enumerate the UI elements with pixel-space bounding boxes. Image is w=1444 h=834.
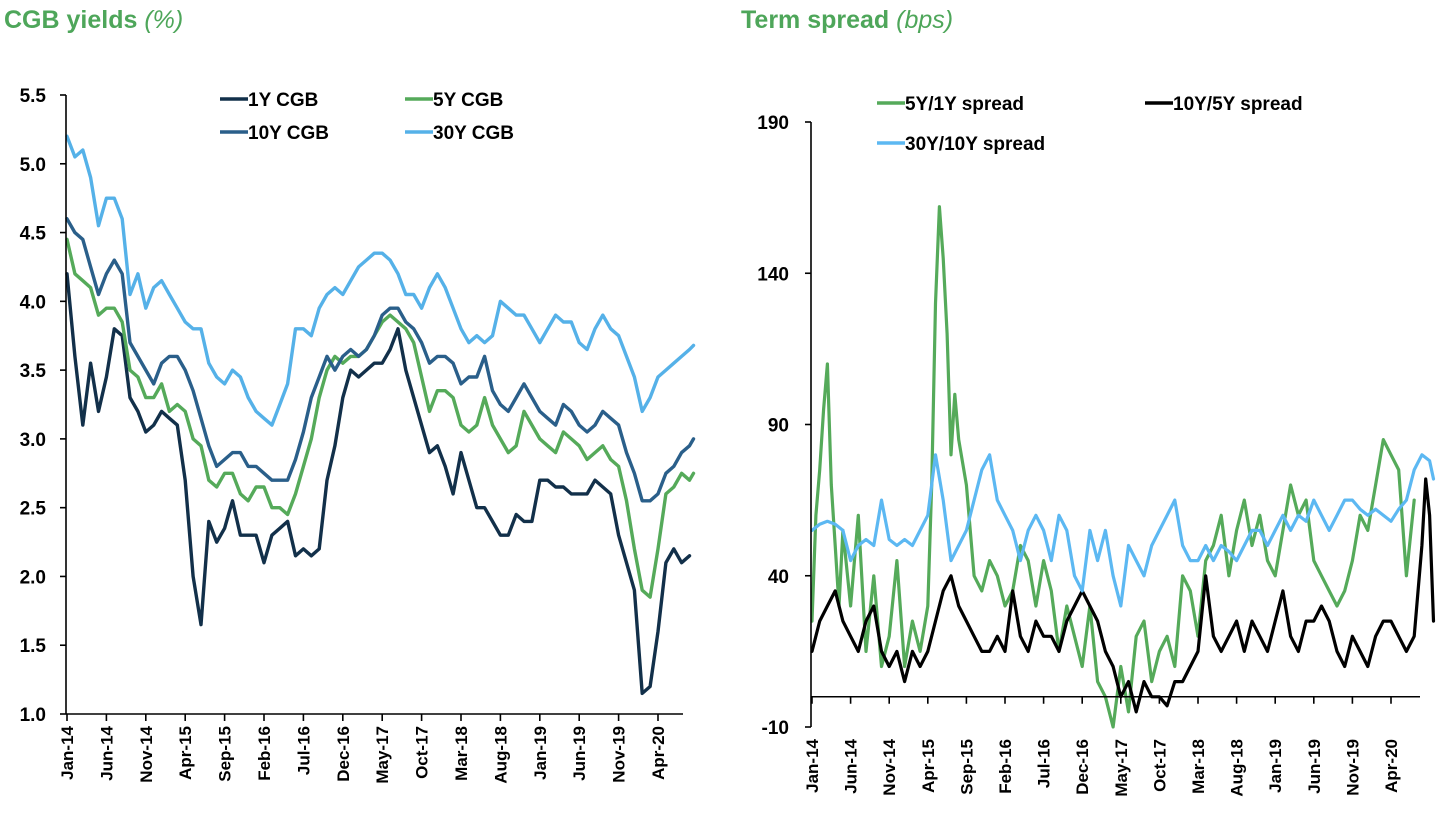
left-x-tick-label: May-17 <box>373 726 392 784</box>
right-legend-item: 10Y/5Y spread <box>1145 94 1303 115</box>
right-chart-title-text: Term spread <box>741 6 890 34</box>
left-chart: 5.5 5.0 4.5 4.0 3.5 3.0 2.5 2.0 1.5 1.0 Jan-14 Jun-… <box>20 86 696 784</box>
left-legend-item: 1Y CGB <box>220 90 318 111</box>
left-x-tick-label: Apr-20 <box>649 726 668 780</box>
right-series-line-5y-1y-spread <box>810 205 1416 729</box>
left-series-line-30y-cgb <box>65 134 696 427</box>
left-x-tick-label: Dec-16 <box>334 726 353 782</box>
left-x-tick-label: Jun-19 <box>570 726 589 781</box>
right-x-tick-label: Jul-16 <box>1035 739 1054 788</box>
left-legend-label: 1Y CGB <box>248 90 318 111</box>
right-x-tick-label: Nov-19 <box>1343 739 1362 796</box>
right-legend-item: 30Y/10Y spread <box>877 134 1045 155</box>
left-y-tick-label: 4.5 <box>20 224 47 245</box>
right-x-tick-label: Oct-17 <box>1150 739 1169 792</box>
left-series-line-1y-cgb <box>65 272 692 696</box>
left-series-group <box>65 134 696 696</box>
left-x-tick-label: Feb-16 <box>255 726 274 781</box>
right-x-tick-label: Jun-19 <box>1305 739 1324 794</box>
left-legend-item: 30Y CGB <box>405 123 514 144</box>
left-y-tick-label: 3.0 <box>20 430 46 451</box>
right-legend-label: 10Y/5Y spread <box>1173 94 1303 115</box>
left-series-line-10y-cgb <box>65 217 696 503</box>
left-x-tick-label: Jun-14 <box>97 725 116 780</box>
left-chart-title-unit: (%) <box>144 6 184 34</box>
left-legend-item: 10Y CGB <box>220 123 329 144</box>
right-chart-title: Term spread (bps) <box>741 6 953 35</box>
left-x-tick-label: Aug-18 <box>491 726 510 784</box>
left-y-tick-label: 5.5 <box>20 86 47 107</box>
left-legend-item: 5Y CGB <box>405 90 503 111</box>
left-x-tick-label: Jan-14 <box>58 725 77 779</box>
left-y-tick-label: 3.5 <box>20 361 47 382</box>
right-x-tick-label: Apr-20 <box>1382 739 1401 793</box>
left-legend-label: 5Y CGB <box>433 90 503 111</box>
left-y-tick-label: 1.5 <box>20 636 47 657</box>
left-y-tick-label: 2.5 <box>20 499 47 520</box>
right-y-tick-label: -10 <box>762 718 789 739</box>
left-y-tick-label: 4.0 <box>20 292 46 313</box>
right-x-tick-label: Jan-19 <box>1266 739 1285 793</box>
right-chart-title-unit: (bps) <box>896 6 954 34</box>
left-y-tick-label: 2.0 <box>20 567 46 588</box>
right-series-line-30y-10y-spread <box>810 453 1436 608</box>
right-x-tick-label: Aug-18 <box>1228 739 1247 797</box>
right-legend-label: 5Y/1Y spread <box>905 94 1024 115</box>
left-legend: 1Y CGB 5Y CGB 10Y CGB 30Y CGB <box>220 90 514 144</box>
right-y-tick-label: 140 <box>757 264 789 285</box>
left-x-tick-label: Apr-15 <box>176 726 195 780</box>
right-y-tick-label: 90 <box>768 416 789 437</box>
left-y-tick-label: 1.0 <box>20 705 46 726</box>
right-chart: 190 140 90 40 -10 Jan-14 Jun-14 Nov-14 Apr-15 Sep… <box>757 94 1436 797</box>
right-series-line-10y-5y-spread <box>810 477 1436 714</box>
right-y-tick-label: 190 <box>757 113 789 134</box>
right-x-tick-label: Mar-18 <box>1189 739 1208 794</box>
right-y-tick-label: 40 <box>768 567 789 588</box>
left-legend-label: 30Y CGB <box>433 123 514 144</box>
left-chart-title: CGB yields (%) <box>4 6 183 35</box>
right-x-tick-label: May-17 <box>1112 739 1131 797</box>
left-chart-title-text: CGB yields <box>4 6 138 34</box>
right-x-tick-label: Sep-15 <box>957 739 976 795</box>
left-x-tick-label: Sep-15 <box>216 726 235 782</box>
left-x-tick-label: Oct-17 <box>413 726 432 779</box>
left-x-tick-label: Jan-19 <box>531 726 550 780</box>
right-legend-label: 30Y/10Y spread <box>905 134 1045 155</box>
left-y-tick-label: 5.0 <box>20 155 46 176</box>
right-x-tick-label: Feb-16 <box>996 739 1015 794</box>
right-x-tick-label: Jun-14 <box>842 738 861 793</box>
right-series-group <box>810 205 1436 729</box>
right-x-tick-label: Jan-14 <box>803 738 822 792</box>
right-x-tick-label: Dec-16 <box>1073 739 1092 795</box>
left-x-tick-label: Nov-19 <box>610 726 629 783</box>
left-x-tick-label: Jul-16 <box>294 726 313 775</box>
right-legend: 5Y/1Y spread 10Y/5Y spread 30Y/10Y spread <box>877 94 1303 155</box>
left-x-tick-label: Mar-18 <box>452 726 471 781</box>
left-x-tick-label: Nov-14 <box>137 725 156 782</box>
right-legend-item: 5Y/1Y spread <box>877 94 1024 115</box>
right-x-tick-label: Nov-14 <box>880 738 899 795</box>
left-legend-label: 10Y CGB <box>248 123 329 144</box>
right-x-tick-label: Apr-15 <box>919 739 938 793</box>
left-series-line-5y-cgb <box>65 237 696 599</box>
